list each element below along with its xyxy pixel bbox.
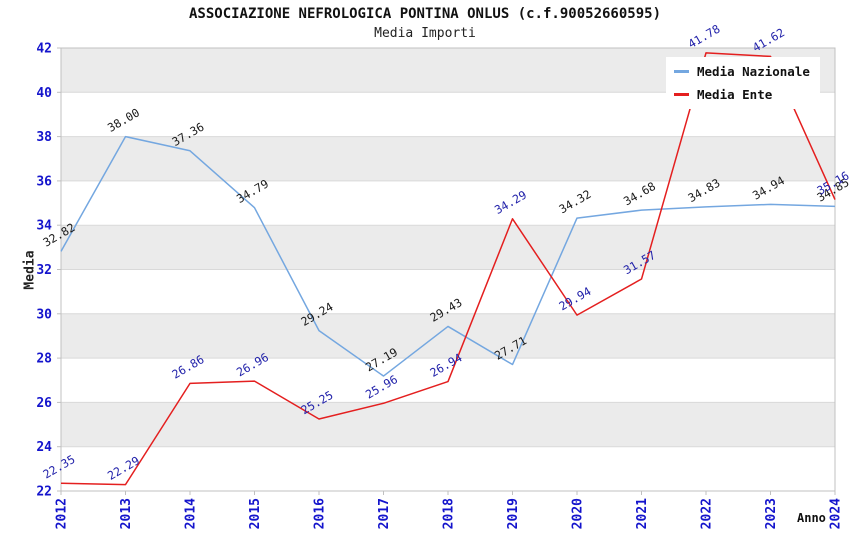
legend-item-media-ente: Media Ente (674, 87, 810, 102)
y-tick-label: 38 (36, 130, 52, 145)
series-line-media-nazionale (60, 135, 836, 377)
point-label: 22.35 (41, 452, 78, 481)
point-label: 34.29 (492, 188, 529, 217)
y-tick-label: 30 (36, 307, 52, 322)
x-tick-label: 2023 (764, 498, 779, 529)
y-tick-label: 28 (36, 352, 52, 367)
x-tick-label: 2021 (635, 498, 650, 529)
x-tick-label: 2020 (571, 498, 586, 529)
y-tick-label: 32 (36, 263, 52, 278)
point-label: 22.29 (105, 453, 142, 482)
legend-item-media-nazionale: Media Nazionale (674, 64, 810, 79)
x-tick-label: 2024 (829, 498, 844, 529)
y-tick-label: 36 (36, 174, 52, 189)
x-tick-label: 2018 (442, 498, 457, 529)
x-tick-label: 2019 (506, 498, 521, 529)
y-tick-label: 24 (36, 440, 52, 455)
x-tick-label: 2016 (313, 498, 328, 529)
chart-subtitle: Media Importi (374, 26, 476, 41)
x-tick-label: 2015 (248, 498, 263, 529)
legend-label-media-nazionale: Media Nazionale (697, 64, 810, 79)
y-tick-label: 42 (36, 42, 52, 57)
chart-title: ASSOCIAZIONE NEFROLOGICA PONTINA ONLUS (… (188, 6, 661, 22)
point-label: 25.96 (363, 372, 400, 401)
x-axis-title: Anno (797, 511, 826, 525)
y-tick-label: 34 (36, 219, 52, 234)
media-ente-line-swatch (674, 93, 689, 96)
y-tick-label: 22 (36, 485, 52, 500)
x-tick-label: 2013 (119, 498, 134, 529)
legend: Media Nazionale Media Ente (666, 57, 820, 109)
media-nazionale-line-swatch (674, 70, 689, 73)
point-label: 41.78 (686, 22, 723, 51)
series-line-media-ente (60, 52, 836, 486)
point-label: 34.68 (621, 179, 658, 208)
y-tick-label: 26 (36, 396, 52, 411)
x-tick-label: 2014 (184, 498, 199, 529)
x-tick-label: 2022 (700, 498, 715, 529)
legend-label-media-ente: Media Ente (697, 87, 773, 102)
point-label: 38.00 (105, 105, 142, 134)
y-tick-label: 40 (36, 86, 52, 101)
x-tick-label: 2012 (55, 498, 70, 529)
x-tick-label: 2017 (377, 498, 392, 529)
point-label: 34.32 (557, 187, 594, 216)
